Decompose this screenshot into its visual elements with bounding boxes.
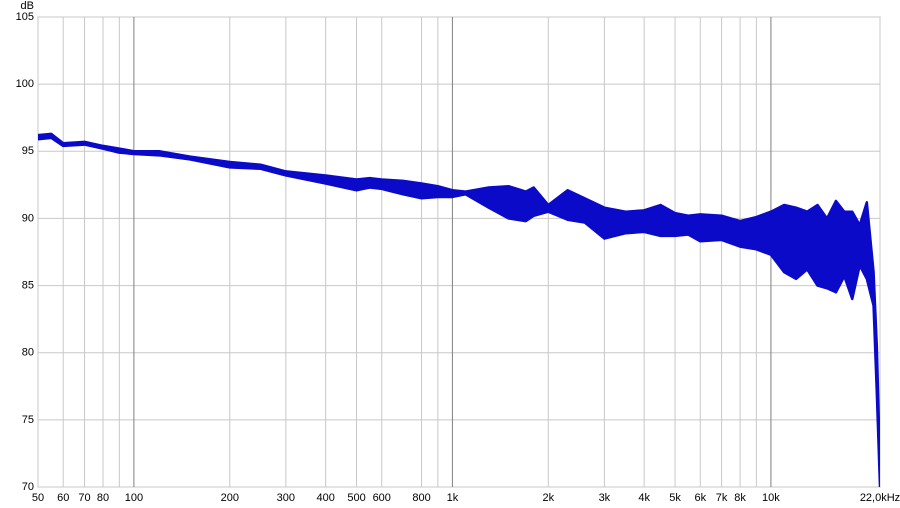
response-low bbox=[38, 136, 880, 487]
x-tick-label: 100 bbox=[125, 492, 143, 504]
x-tick-label: 400 bbox=[316, 492, 334, 504]
x-tick-label: 50 bbox=[32, 492, 44, 504]
x-tick-label: 3k bbox=[599, 492, 611, 504]
plot-area bbox=[37, 16, 881, 488]
x-tick-label: 10k bbox=[762, 492, 780, 504]
x-tick-label: 7k bbox=[716, 492, 728, 504]
y-tick-label: 70 bbox=[22, 481, 34, 493]
response-high bbox=[38, 132, 880, 467]
x-tick-label: 60 bbox=[57, 492, 69, 504]
x-tick-label: 800 bbox=[412, 492, 430, 504]
x-tick-label: 6k bbox=[694, 492, 706, 504]
y-tick-label: 90 bbox=[22, 212, 34, 224]
x-tick-label: 22,0kHz bbox=[860, 492, 900, 504]
x-tick-label: 300 bbox=[277, 492, 295, 504]
x-tick-label: 80 bbox=[97, 492, 109, 504]
y-tick-label: 75 bbox=[22, 414, 34, 426]
x-tick-label: 200 bbox=[221, 492, 239, 504]
y-tick-label: 80 bbox=[22, 347, 34, 359]
x-tick-label: 70 bbox=[78, 492, 90, 504]
x-tick-label: 500 bbox=[347, 492, 365, 504]
y-tick-label: 105 bbox=[16, 11, 34, 23]
y-tick-label: 95 bbox=[22, 145, 34, 157]
x-tick-label: 8k bbox=[734, 492, 746, 504]
response-band bbox=[38, 133, 880, 487]
x-tick-label: 2k bbox=[542, 492, 554, 504]
y-tick-label: 85 bbox=[22, 279, 34, 291]
x-tick-label: 4k bbox=[638, 492, 650, 504]
x-tick-label: 1k bbox=[447, 492, 459, 504]
x-tick-label: 600 bbox=[373, 492, 391, 504]
y-axis-label: dB bbox=[21, 0, 34, 12]
x-tick-label: 5k bbox=[669, 492, 681, 504]
y-tick-label: 100 bbox=[16, 78, 34, 90]
band-group bbox=[38, 132, 880, 487]
